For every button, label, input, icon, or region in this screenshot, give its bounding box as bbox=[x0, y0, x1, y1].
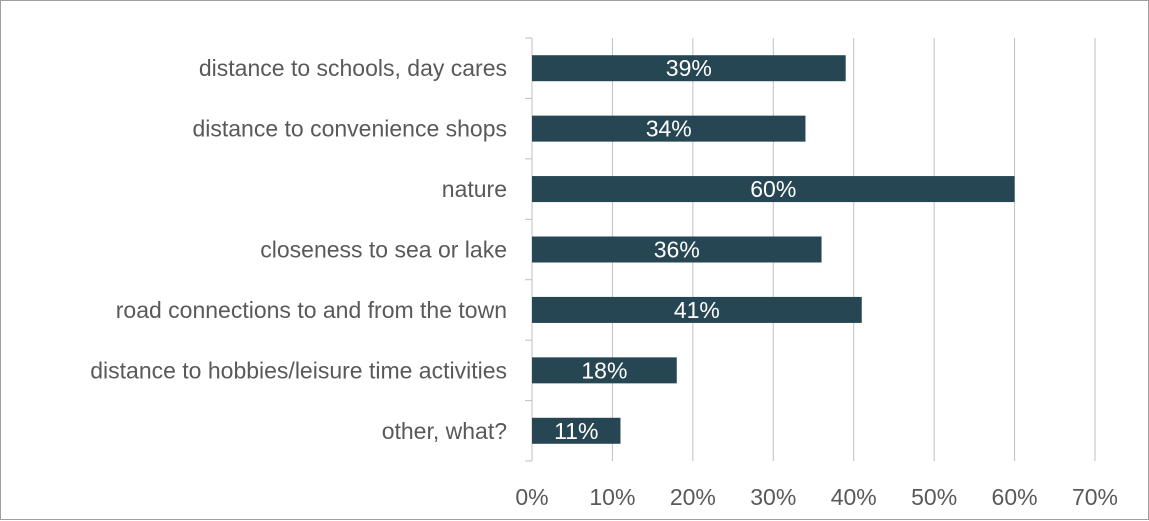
category-label-6: other, what? bbox=[382, 418, 507, 444]
bar-0 bbox=[532, 55, 846, 82]
data-label-0: 39% bbox=[666, 55, 712, 81]
x-tick-label-1: 10% bbox=[589, 484, 635, 510]
bar-2 bbox=[532, 176, 1015, 203]
bar-4 bbox=[532, 296, 862, 323]
x-tick-label-2: 20% bbox=[670, 484, 716, 510]
bar-5 bbox=[532, 357, 677, 384]
category-label-2: nature bbox=[442, 176, 507, 202]
data-label-6: 11% bbox=[554, 418, 598, 444]
x-tick-label-0: 0% bbox=[515, 484, 548, 510]
x-tick-label-3: 30% bbox=[750, 484, 796, 510]
category-label-4: road connections to and from the town bbox=[116, 297, 507, 323]
x-tick-label-4: 40% bbox=[831, 484, 877, 510]
bar-1 bbox=[532, 115, 806, 142]
category-label-1: distance to convenience shops bbox=[192, 116, 507, 142]
x-tick-label-7: 70% bbox=[1072, 484, 1118, 510]
x-tick-label-5: 50% bbox=[911, 484, 957, 510]
category-label-3: closeness to sea or lake bbox=[260, 237, 507, 263]
x-tick-label-6: 60% bbox=[992, 484, 1038, 510]
data-label-2: 60% bbox=[750, 176, 796, 202]
data-label-5: 18% bbox=[581, 357, 627, 383]
bar-6 bbox=[532, 417, 621, 444]
category-label-5: distance to hobbies/leisure time activit… bbox=[90, 357, 507, 383]
bar-3 bbox=[532, 236, 822, 263]
data-label-3: 36% bbox=[654, 237, 700, 263]
data-label-4: 41% bbox=[674, 297, 720, 323]
category-label-0: distance to schools, day cares bbox=[199, 55, 507, 81]
data-label-1: 34% bbox=[646, 116, 692, 142]
